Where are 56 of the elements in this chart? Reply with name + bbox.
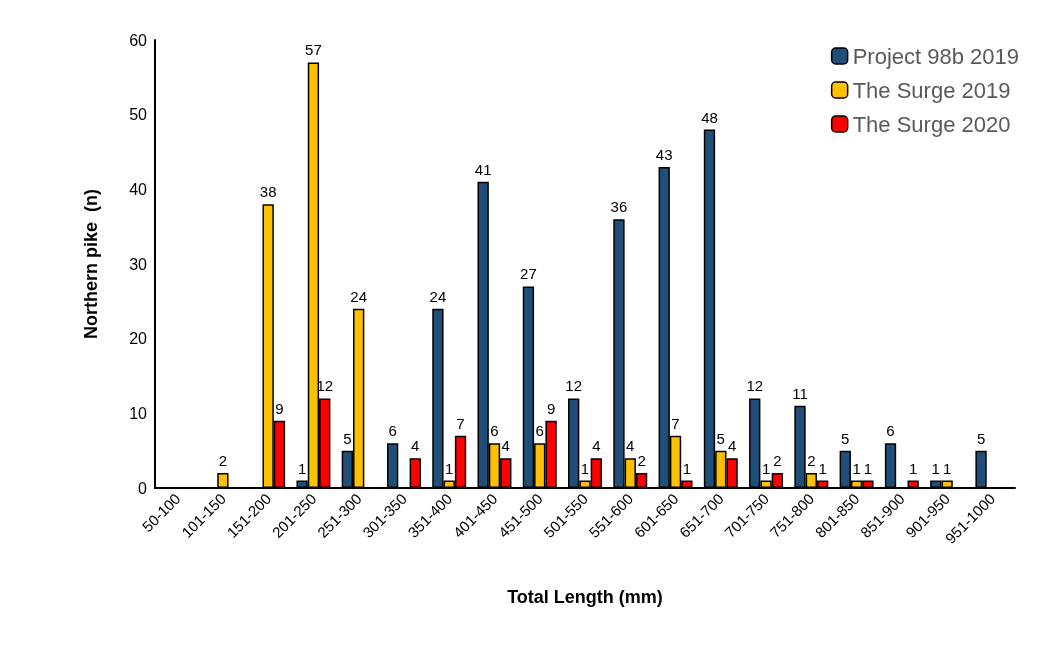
data-label: 4 xyxy=(501,437,510,455)
data-label: 1 xyxy=(942,459,952,477)
y-tick-label: 50 xyxy=(129,106,148,124)
data-label: 2 xyxy=(637,452,646,470)
data-label: 2 xyxy=(773,452,782,470)
y-tick-label: 40 xyxy=(129,180,148,198)
data-label: 36 xyxy=(610,198,628,216)
data-label: 24 xyxy=(350,287,368,305)
data-label: 1 xyxy=(682,459,692,477)
legend-label: The Surge 2019 xyxy=(852,77,1011,103)
data-label: 9 xyxy=(275,399,284,417)
data-label: 4 xyxy=(626,437,635,455)
data-label: 5 xyxy=(841,429,850,447)
data-label: 12 xyxy=(565,377,583,395)
data-label: 43 xyxy=(655,145,673,163)
y-tick-label: 60 xyxy=(129,31,148,49)
x-axis-title: Total Length (mm) xyxy=(507,587,663,607)
data-label: 6 xyxy=(886,422,895,440)
data-label: 9 xyxy=(546,399,556,417)
y-tick-label: 0 xyxy=(138,479,148,497)
data-label: 12 xyxy=(746,377,764,395)
data-label: 1 xyxy=(908,459,918,477)
data-label: 24 xyxy=(429,287,447,305)
data-label: 2 xyxy=(218,452,228,470)
data-label: 38 xyxy=(259,183,277,201)
data-label: 7 xyxy=(456,414,465,432)
data-label: 1 xyxy=(863,459,873,477)
y-tick-label: 20 xyxy=(129,330,148,348)
data-label: 1 xyxy=(761,459,771,477)
data-label: 41 xyxy=(474,160,492,178)
data-label: 57 xyxy=(305,41,322,59)
data-label: 6 xyxy=(490,422,499,440)
data-label: 2 xyxy=(807,452,816,470)
data-label: 1 xyxy=(818,459,827,477)
data-label: 1 xyxy=(852,459,861,477)
data-label: 4 xyxy=(411,437,420,455)
data-label: 1 xyxy=(580,459,590,477)
y-tick-label: 30 xyxy=(129,255,148,273)
data-label: 6 xyxy=(535,422,544,440)
data-label: 4 xyxy=(592,437,601,455)
data-label: 5 xyxy=(716,429,725,447)
data-label: 27 xyxy=(520,265,537,283)
data-label: 1 xyxy=(931,459,940,477)
data-label: 5 xyxy=(976,429,986,447)
data-label: 1 xyxy=(297,459,307,477)
data-label: 4 xyxy=(727,437,737,455)
y-tick-label: 10 xyxy=(129,404,148,422)
data-label: 7 xyxy=(671,414,680,432)
data-label: 48 xyxy=(701,108,718,126)
data-label: 1 xyxy=(445,459,454,477)
data-label: 5 xyxy=(343,429,352,447)
legend-label: The Surge 2020 xyxy=(852,111,1011,137)
data-label: 6 xyxy=(388,422,397,440)
data-label: 11 xyxy=(792,384,808,402)
legend-label: Project 98b 2019 xyxy=(852,43,1019,69)
y-axis-title: Northern pike (n) xyxy=(81,188,101,340)
